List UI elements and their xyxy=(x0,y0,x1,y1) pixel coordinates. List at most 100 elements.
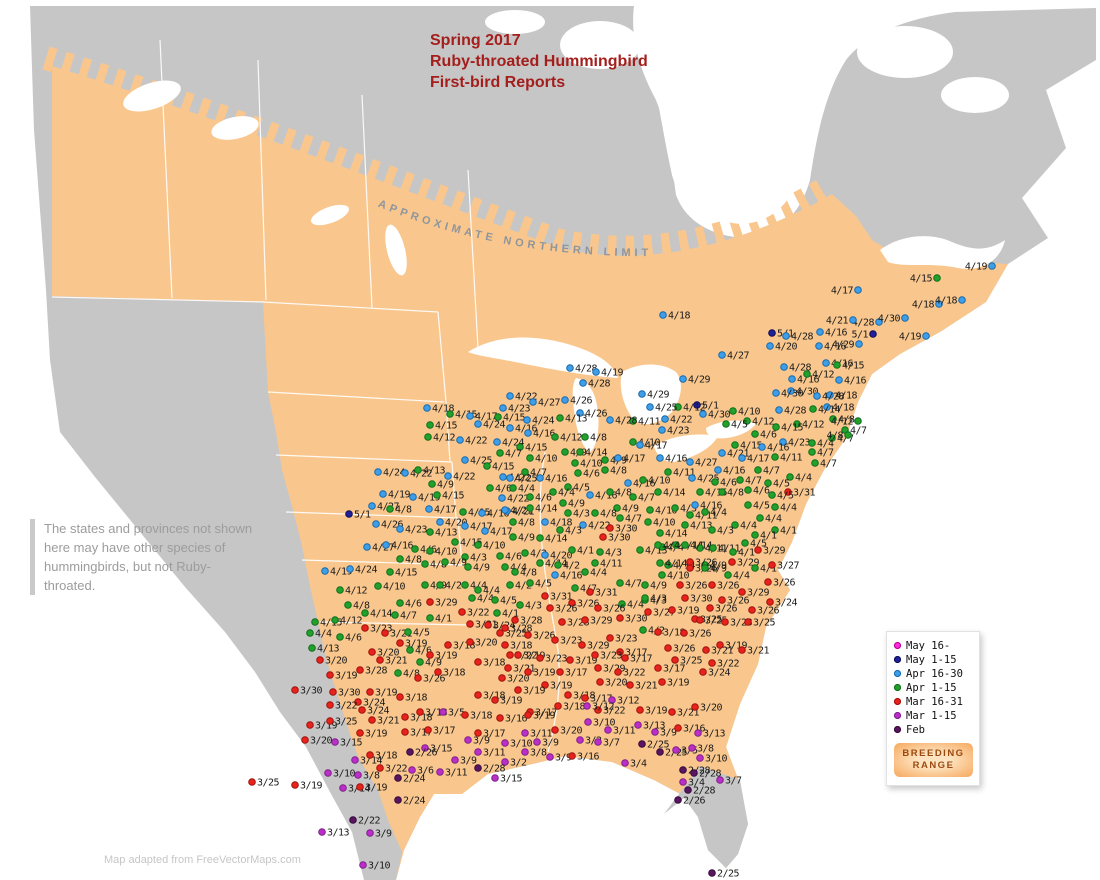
report-dot xyxy=(536,559,544,567)
report-date-label: 4/16 xyxy=(797,375,820,386)
report-date-label: 3/8 xyxy=(697,744,714,755)
report-dot xyxy=(474,691,482,699)
report-date-label: 4/15 xyxy=(442,491,465,502)
report-dot xyxy=(561,448,569,456)
title-line-3: First-bird Reports xyxy=(430,74,566,91)
report-dot xyxy=(524,631,532,639)
report-dot xyxy=(641,581,649,589)
report-date-label: 4/14 xyxy=(673,561,696,572)
report-dot xyxy=(466,412,474,420)
report-date-label: 3/29 xyxy=(737,558,760,569)
report-date-label: 4/3 xyxy=(470,553,487,564)
report-date-label: 4/7 xyxy=(820,459,837,470)
report-date-label: 3/25 xyxy=(257,778,280,789)
report-dot xyxy=(768,491,776,499)
report-date-label: 4/11 xyxy=(600,559,623,570)
report-dot xyxy=(579,379,587,387)
report-date-label: 4/22 xyxy=(453,472,476,483)
report-dot xyxy=(581,616,589,624)
report-dot xyxy=(708,526,716,534)
map-attribution: Map adapted from FreeVectorMaps.com xyxy=(104,854,301,866)
report-date-label: 3/17 xyxy=(625,648,648,659)
report-dot xyxy=(771,503,779,511)
report-date-label: 3/26 xyxy=(773,578,796,589)
report-dot xyxy=(708,659,716,667)
report-dot xyxy=(901,314,909,322)
report-dot xyxy=(358,706,366,714)
report-dot xyxy=(416,658,424,666)
report-date-label: 3/30 xyxy=(608,533,631,544)
report-dot xyxy=(426,614,434,622)
report-date-label: 4/15 xyxy=(492,462,515,473)
report-date-label: 3/18 xyxy=(563,702,586,713)
report-date-label: 3/13 xyxy=(643,721,666,732)
breeding-range-shape xyxy=(52,66,1008,880)
report-date-label: 4/7 xyxy=(817,448,834,459)
report-dot xyxy=(441,558,449,566)
report-dot xyxy=(368,648,376,656)
report-date-label: 4/19 xyxy=(330,567,353,578)
report-dot xyxy=(731,441,739,449)
report-dot xyxy=(803,370,811,378)
report-date-label: 4/27 xyxy=(372,543,395,554)
report-dot xyxy=(684,786,692,794)
report-dot xyxy=(594,738,602,746)
report-date-label: 4/28 xyxy=(791,332,814,343)
report-dot xyxy=(754,466,762,474)
report-dot xyxy=(461,711,469,719)
report-dot xyxy=(606,524,614,532)
report-date-label: 5/1 xyxy=(851,330,868,341)
report-date-label: 3/19 xyxy=(375,688,398,699)
report-dot xyxy=(456,436,464,444)
report-date-label: 4/4 xyxy=(817,439,834,450)
report-date-label: 3/26 xyxy=(717,581,740,592)
report-dot xyxy=(584,718,592,726)
report-date-label: 3/12 xyxy=(617,696,640,707)
report-dot xyxy=(394,796,402,804)
report-date-label: 4/17 xyxy=(623,454,646,465)
report-dot xyxy=(674,403,682,411)
report-dot xyxy=(461,456,469,464)
report-dot xyxy=(638,740,646,748)
report-date-label: 4/9 xyxy=(425,658,442,669)
report-date-label: 4/6 xyxy=(415,646,432,657)
report-dot xyxy=(564,509,572,517)
report-dot xyxy=(721,618,729,626)
report-date-label: 3/15 xyxy=(340,738,363,749)
report-dot xyxy=(474,541,482,549)
report-date-label: 4/25 xyxy=(515,474,538,485)
report-dot xyxy=(586,588,594,596)
report-dot xyxy=(686,511,694,519)
report-date-label: 4/27 xyxy=(727,351,750,362)
report-dot xyxy=(596,548,604,556)
report-date-label: 4/19 xyxy=(601,368,624,379)
report-date-label: 4/3 xyxy=(525,601,542,612)
report-dot xyxy=(436,768,444,776)
report-date-label: 4/13 xyxy=(435,528,458,539)
report-dot xyxy=(291,686,299,694)
report-dot xyxy=(568,752,576,760)
report-dot xyxy=(386,505,394,513)
report-date-label: 4/22 xyxy=(507,494,530,505)
report-dot xyxy=(444,472,452,480)
report-date-label: 4/8 xyxy=(615,488,632,499)
report-dot xyxy=(556,668,564,676)
report-dot xyxy=(311,618,319,626)
report-dot xyxy=(608,696,616,704)
report-date-label: 3/16 xyxy=(683,724,706,735)
report-date-label: 3/7 xyxy=(603,738,620,749)
report-dot xyxy=(764,578,772,586)
report-dot xyxy=(549,488,557,496)
report-date-label: 3/25 xyxy=(505,629,528,640)
report-dot xyxy=(601,456,609,464)
report-date-label: 3/2 xyxy=(585,736,602,747)
report-dot xyxy=(501,758,509,766)
report-dot xyxy=(339,784,347,792)
report-dot xyxy=(679,375,687,383)
report-dot xyxy=(614,668,622,676)
report-date-label: 3/17 xyxy=(565,668,588,679)
report-date-label: 3/28 xyxy=(510,624,533,635)
report-date-label: 3/22 xyxy=(603,706,626,717)
report-date-label: 3/11 xyxy=(483,748,506,759)
